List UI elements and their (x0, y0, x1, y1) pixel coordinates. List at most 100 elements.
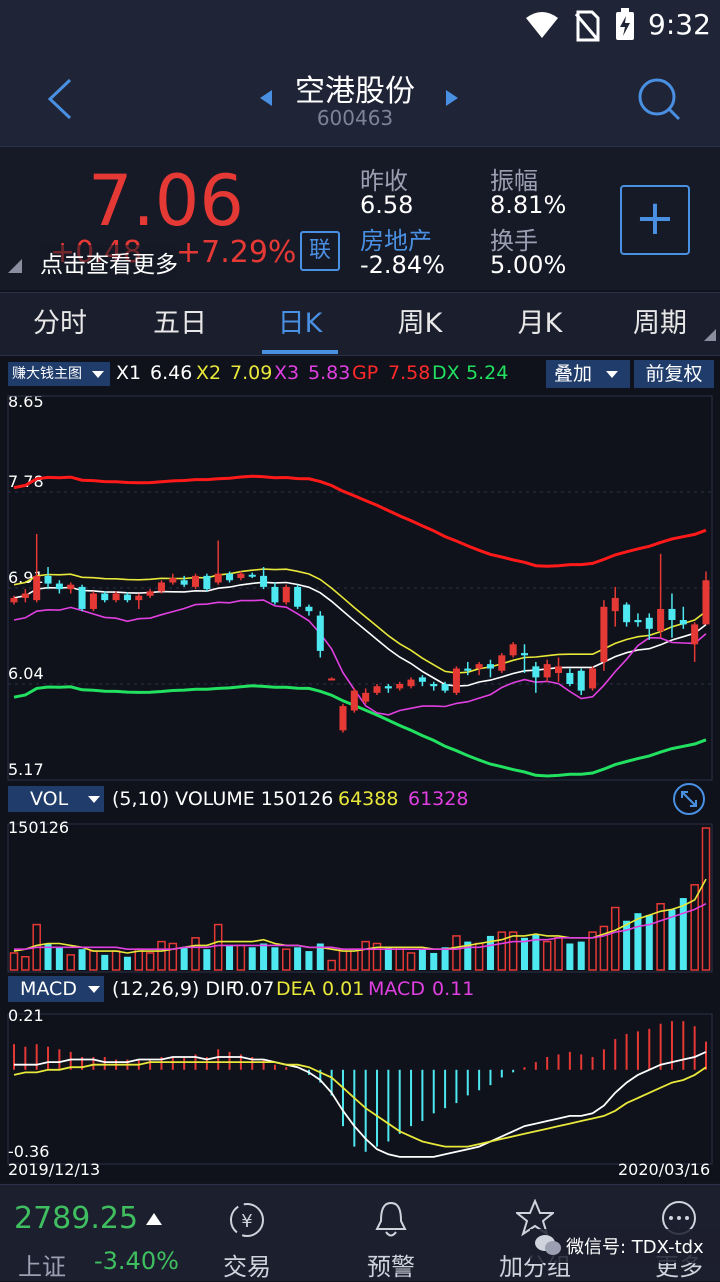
turnover-value: 5.00% (490, 251, 567, 279)
expand-fullscreen-icon[interactable] (672, 782, 706, 816)
volume-bar (542, 940, 552, 971)
candle-body (21, 593, 29, 598)
candle-body (214, 573, 222, 583)
sector-name[interactable]: 房地产 (360, 227, 432, 255)
candle-body (339, 706, 347, 731)
volume-bar (191, 937, 200, 971)
star-icon[interactable] (516, 1199, 554, 1237)
next-stock-icon[interactable] (444, 88, 460, 108)
candle-body (691, 624, 699, 645)
candle-body (146, 591, 154, 596)
volume-bar (180, 947, 188, 970)
bell-icon[interactable] (374, 1199, 408, 1239)
add-watchlist-button[interactable]: + (620, 185, 690, 255)
volume-bar (157, 940, 166, 971)
candle-body (67, 584, 75, 590)
search-icon[interactable] (636, 76, 682, 122)
index-value[interactable]: 2789.25 (14, 1201, 139, 1236)
x2-label: X2 (196, 362, 222, 384)
candle-body (418, 677, 426, 682)
volume-bar (55, 947, 63, 970)
x3-value: 5.83 (308, 362, 351, 384)
macd-dea-label: DEA (276, 978, 316, 1000)
volume-indicator-selector[interactable]: VOL (8, 786, 104, 812)
volume-bar (554, 937, 563, 971)
upper-band-line (13, 474, 707, 568)
candle-body (543, 664, 551, 678)
kline-chart[interactable] (0, 356, 720, 1182)
macd-indicator-selector[interactable]: MACD (8, 976, 104, 1002)
nav-trade[interactable]: 交易 (223, 1253, 271, 1281)
index-name: 上证 (18, 1253, 66, 1281)
svg-text:¥: ¥ (241, 1211, 252, 1232)
tab-monthly-k[interactable]: 月K (517, 308, 563, 339)
clock: 9:32 (648, 8, 711, 41)
candle-body (373, 686, 381, 693)
candle-body (657, 608, 665, 632)
volume-bar (566, 943, 574, 970)
volume-bar (418, 949, 426, 970)
volume-bar (236, 944, 246, 971)
main-indicator-selector[interactable]: 赚大钱主图 (8, 362, 110, 386)
tab-daily-k[interactable]: 日K (277, 308, 323, 339)
stock-code: 600463 (316, 106, 394, 130)
volume-bar (350, 948, 359, 971)
dropdown-icon (88, 796, 100, 803)
candle-body (305, 606, 313, 612)
volume-bar (294, 947, 302, 970)
candle-body (135, 595, 143, 601)
candle-body (520, 653, 529, 656)
gp-label: GP (352, 362, 379, 384)
volume-bar (430, 952, 438, 970)
volume-ma10-line (14, 902, 707, 950)
candle-body (55, 583, 63, 590)
current-price: 7.06 (88, 160, 244, 242)
macd-dif-line (14, 1051, 707, 1158)
tab-weekly-k[interactable]: 周K (397, 308, 443, 339)
volume-bar (656, 902, 665, 971)
candle-body (441, 684, 449, 691)
price-adjust-button[interactable]: 前复权 (634, 360, 714, 388)
bottom-nav: 2789.25 上证 -3.40% ¥ 交易 预警 加分组 更多 微信号: TD… (0, 1184, 720, 1281)
date-start: 2019/12/13 (8, 1160, 101, 1179)
volume-bar (395, 946, 404, 971)
volume-bar (271, 947, 279, 970)
more-info-hint[interactable]: 点击查看更多 (40, 245, 178, 279)
candle-body (316, 615, 324, 651)
volume-axis-max: 150126 (8, 818, 70, 837)
candle-body (555, 666, 563, 673)
link-badge[interactable]: 联 (300, 231, 340, 271)
tab-period[interactable]: 周期 (633, 308, 687, 339)
volume-bar (610, 906, 620, 971)
amplitude-value: 8.81% (490, 191, 567, 219)
candle-body (294, 586, 302, 607)
volume-bar (123, 956, 131, 970)
overlay-button[interactable]: 叠加 (546, 360, 630, 388)
candle-body (248, 574, 256, 577)
candle-body (589, 668, 597, 689)
volume-bar (532, 934, 540, 970)
volume-bar (21, 955, 30, 971)
volume-bar (577, 941, 585, 970)
volume-bar (372, 942, 382, 971)
back-arrow-icon[interactable] (44, 76, 74, 122)
candle-body (101, 593, 109, 601)
volume-bar (690, 884, 699, 971)
lower-band-line (13, 684, 707, 778)
price-axis-label: 6.04 (8, 664, 44, 683)
prev-stock-icon[interactable] (258, 88, 274, 108)
candle-body (33, 575, 41, 601)
volume-bar (452, 935, 461, 971)
app-header: 空港股份 600463 (0, 52, 720, 147)
candle-body (44, 575, 52, 584)
x1-value: 6.46 (150, 362, 193, 384)
volume-bar (441, 947, 449, 970)
trade-icon[interactable]: ¥ (228, 1201, 266, 1239)
candle-body (407, 679, 415, 687)
nav-alert[interactable]: 预警 (367, 1253, 415, 1281)
volume-bar (497, 931, 507, 971)
volume-bar (668, 909, 676, 970)
tab-intraday[interactable]: 分时 (33, 308, 87, 339)
sector-change: -2.84% (360, 251, 445, 279)
tab-five-day[interactable]: 五日 (153, 308, 207, 339)
